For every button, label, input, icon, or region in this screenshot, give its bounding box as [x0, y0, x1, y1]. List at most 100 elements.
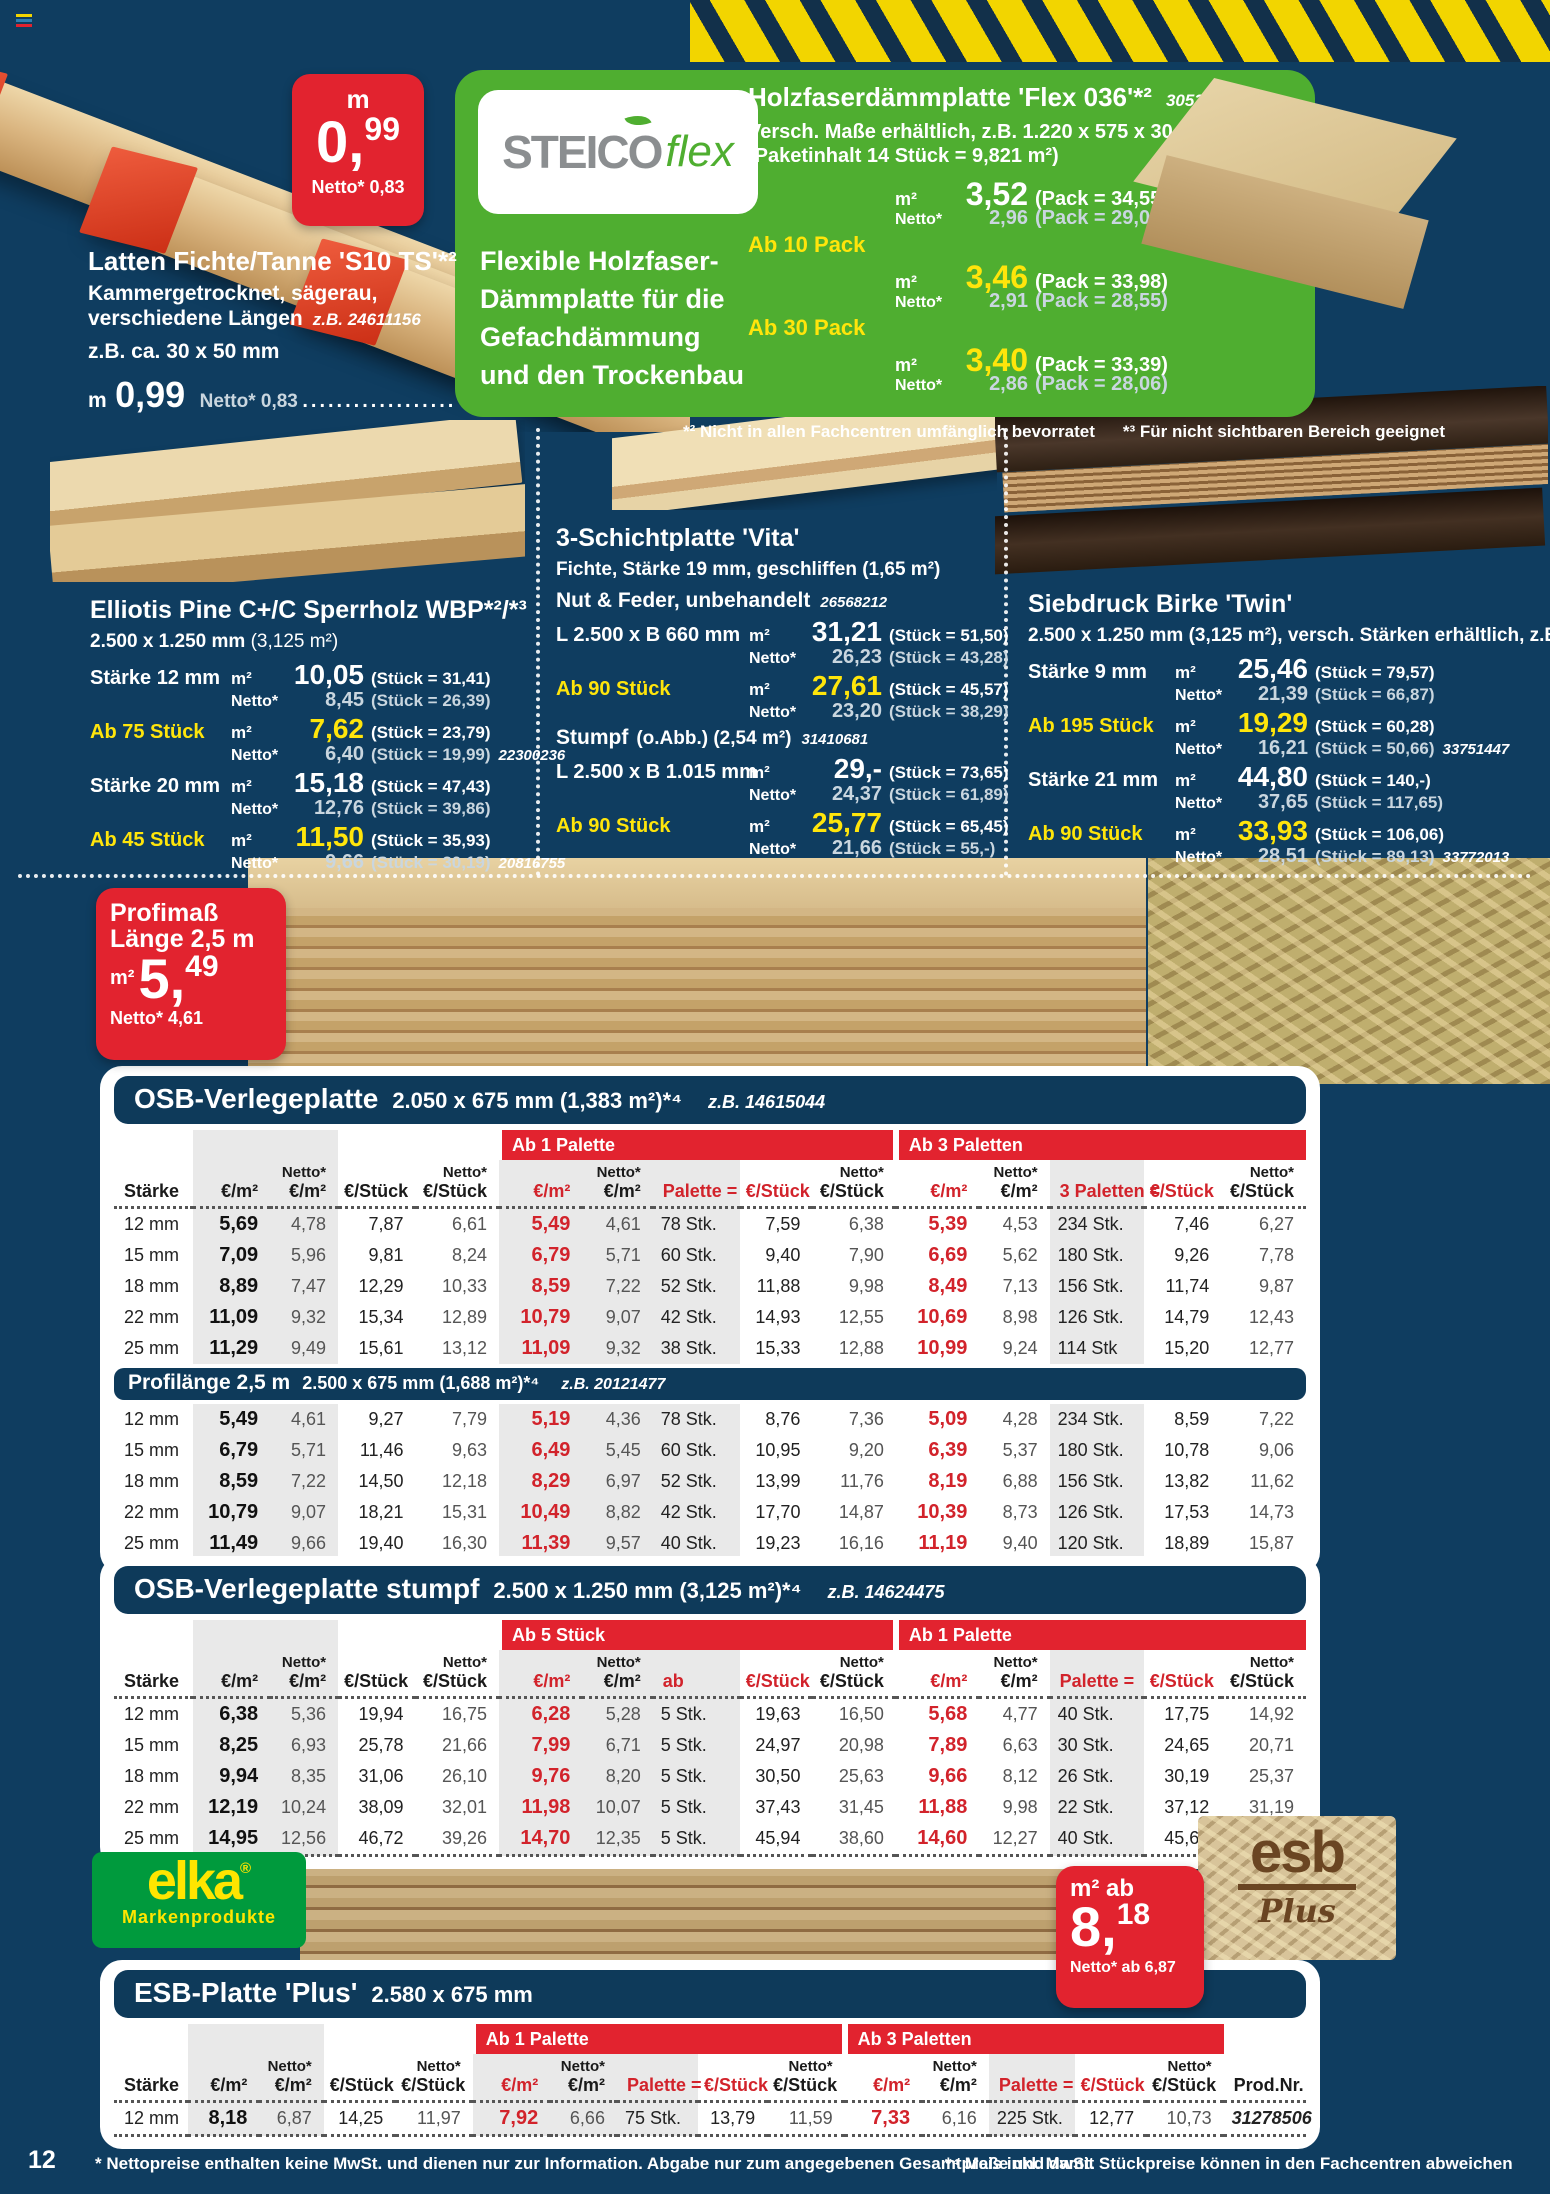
- row-label: Stärke 12 mm: [90, 667, 221, 689]
- steico-product-subtitle: Versch. Maße erhältlich, z.B. 1.220 x 57…: [748, 121, 1214, 167]
- price-unit: Netto*: [1175, 687, 1223, 704]
- spacer: [114, 1130, 193, 1160]
- table-row: 18 mm 8,59 7,22 14,50 12,18 8,29 6,97 52 Stk. 13…: [114, 1466, 1306, 1497]
- price-unit: m²: [895, 272, 917, 292]
- cell: 6,69: [928, 1244, 968, 1266]
- price-unit: Netto*: [231, 801, 279, 818]
- price-unit: m²: [1175, 771, 1196, 790]
- cell: 42 Stk.: [660, 1502, 717, 1522]
- table-row: 12 mm 6,38 5,36 19,94 16,75 6,28 5,28 5 Stk. 19,…: [114, 1698, 1306, 1731]
- cell: 10,78: [1164, 1440, 1210, 1460]
- column-header: Netto* €/Stück: [812, 1160, 896, 1209]
- cell: 6,38: [219, 1703, 259, 1725]
- column-header: €/m²: [895, 1650, 980, 1699]
- price-row: Netto* 21,39 (Stück = 66,87): [1028, 684, 1548, 709]
- price-value: 2,91: [989, 290, 1028, 312]
- cell: 5,69: [219, 1213, 259, 1235]
- column-header: Netto* €/m²: [979, 1650, 1050, 1699]
- price-value: 3,46: [965, 259, 1028, 295]
- footnote-row: *² Nicht in allen Fachcentren umfänglich…: [683, 422, 1445, 441]
- price-group-band: Ab 1 Palette: [892, 1620, 1306, 1650]
- price-row: Netto* 26,23 (Stück = 43,28): [556, 647, 1009, 672]
- column-header: €/Stück: [1143, 1650, 1222, 1699]
- price-row: Netto* 6,40 (Stück = 19,99) 22300236: [90, 744, 565, 769]
- cell: 60 Stk.: [660, 1245, 717, 1265]
- column-header: Netto* €/Stück: [415, 1650, 499, 1699]
- cell: 14,93: [755, 1307, 801, 1327]
- price-unit: Netto*: [1175, 741, 1223, 758]
- cell: 7,79: [451, 1409, 487, 1429]
- cell: 9,63: [451, 1440, 487, 1460]
- price-value: 25,46: [1237, 653, 1308, 684]
- row-label: Ab 90 Stück: [1028, 823, 1143, 845]
- cell: 26,10: [441, 1766, 487, 1786]
- piece-price: (Pack = 28,55): [1035, 290, 1168, 312]
- column-header: €/Stück: [338, 1160, 416, 1209]
- cell: 5,45: [605, 1440, 641, 1460]
- price-value: 29,-: [833, 753, 882, 784]
- column-header: €/Stück: [1143, 1160, 1222, 1209]
- price-value: 8,45: [325, 689, 364, 711]
- column-header: Netto* €/m²: [582, 1160, 653, 1209]
- cell: 10,33: [441, 1276, 487, 1296]
- cell: 9,49: [291, 1338, 327, 1358]
- piece-price: (Stück = 66,87): [1315, 685, 1435, 704]
- product-size: z.B. ca. 30 x 50 mm: [88, 340, 280, 363]
- price-value: 10,05: [293, 659, 364, 690]
- table-row: 15 mm 8,25 6,93 25,78 21,66 7,99 6,71 5 Stk. 24,…: [114, 1730, 1306, 1761]
- dotted-divider-vertical: [1004, 428, 1008, 876]
- hazard-stripe-band: [690, 0, 1550, 62]
- dotted-divider-vertical: [536, 428, 540, 876]
- cell: 7,22: [291, 1471, 327, 1491]
- price-value: 33,93: [1237, 815, 1308, 846]
- cell: 4,61: [291, 1409, 327, 1429]
- cell: 5,37: [1002, 1440, 1038, 1460]
- row-label: 22 mm: [124, 1502, 180, 1522]
- cell: 7,92: [472, 2101, 551, 2137]
- price-list: Nut & Feder, unbehandelt 26568212 L 2.500 …: [556, 589, 1009, 863]
- price-row: Netto* 28,51 (Stück = 89,13) 33772013: [1028, 846, 1548, 871]
- price-group-band: Ab 3 Paletten: [892, 1130, 1306, 1160]
- table-row: 22 mm 12,19 10,24 38,09 32,01 11,98 10,07 5 Stk…: [114, 1792, 1306, 1823]
- column-header: Netto* €/Stück: [767, 2054, 845, 2103]
- cell: 13,99: [755, 1471, 801, 1491]
- cell: 11,29: [209, 1337, 259, 1359]
- article-number: 22300236: [498, 747, 566, 764]
- cell: 126 Stk.: [1057, 1307, 1124, 1327]
- price-list: Stärke 9 mm m² 25,46 (Stück = 79,57) Netto* 2…: [1028, 655, 1548, 871]
- cell: 14,79: [1164, 1307, 1210, 1327]
- cell: 8,89: [219, 1275, 259, 1297]
- cell: 12,18: [441, 1471, 487, 1491]
- cell: 6,97: [605, 1471, 641, 1491]
- spacer: [338, 1130, 415, 1160]
- column-header: Palette =: [652, 1160, 740, 1209]
- price-row: Stärke 12 mm m² 10,05 (Stück = 31,41): [90, 661, 538, 690]
- piece-price: (Stück = 39,86): [371, 799, 491, 818]
- spacer: [188, 2024, 260, 2054]
- cell: 14,92: [1248, 1704, 1294, 1724]
- cell: 5,09: [928, 1408, 968, 1430]
- price-group-band: Ab 5 Stück: [495, 1620, 896, 1650]
- row-label: 15 mm: [124, 1735, 180, 1755]
- cell: 7,22: [605, 1276, 641, 1296]
- osb-table-panel: OSB-Verlegeplatte 2.050 x 675 mm (1,383 …: [100, 1066, 1320, 1574]
- page-marker-icon: [16, 14, 32, 28]
- price-row: Ab 90 Stück m² 33,93 (Stück = 106,06): [1028, 817, 1548, 846]
- row-label: 22 mm: [124, 1797, 180, 1817]
- product-latten: Latten Fichte/Tanne 'S10 TS'*² Kammerget…: [88, 246, 488, 416]
- cell: 17,53: [1164, 1502, 1210, 1522]
- cell: 6,16: [922, 2101, 989, 2137]
- cell: 5,49: [219, 1408, 259, 1430]
- cell: 10,73: [1146, 2101, 1224, 2137]
- cell: 12,77: [1248, 1338, 1294, 1358]
- cell: 5,36: [291, 1704, 327, 1724]
- price-unit: Netto*: [1175, 795, 1223, 812]
- price-row: Netto* 21,66 (Stück = 55,-): [556, 838, 1002, 863]
- price-value: 23,20: [831, 700, 882, 722]
- cell: 8,24: [451, 1245, 487, 1265]
- cell: 25,63: [838, 1766, 884, 1786]
- price-netto: Netto* 0,83: [311, 177, 405, 198]
- cell: 15,34: [358, 1307, 404, 1327]
- piece-price: (Stück = 26,39): [371, 691, 491, 710]
- price-value: 15,18: [293, 767, 364, 798]
